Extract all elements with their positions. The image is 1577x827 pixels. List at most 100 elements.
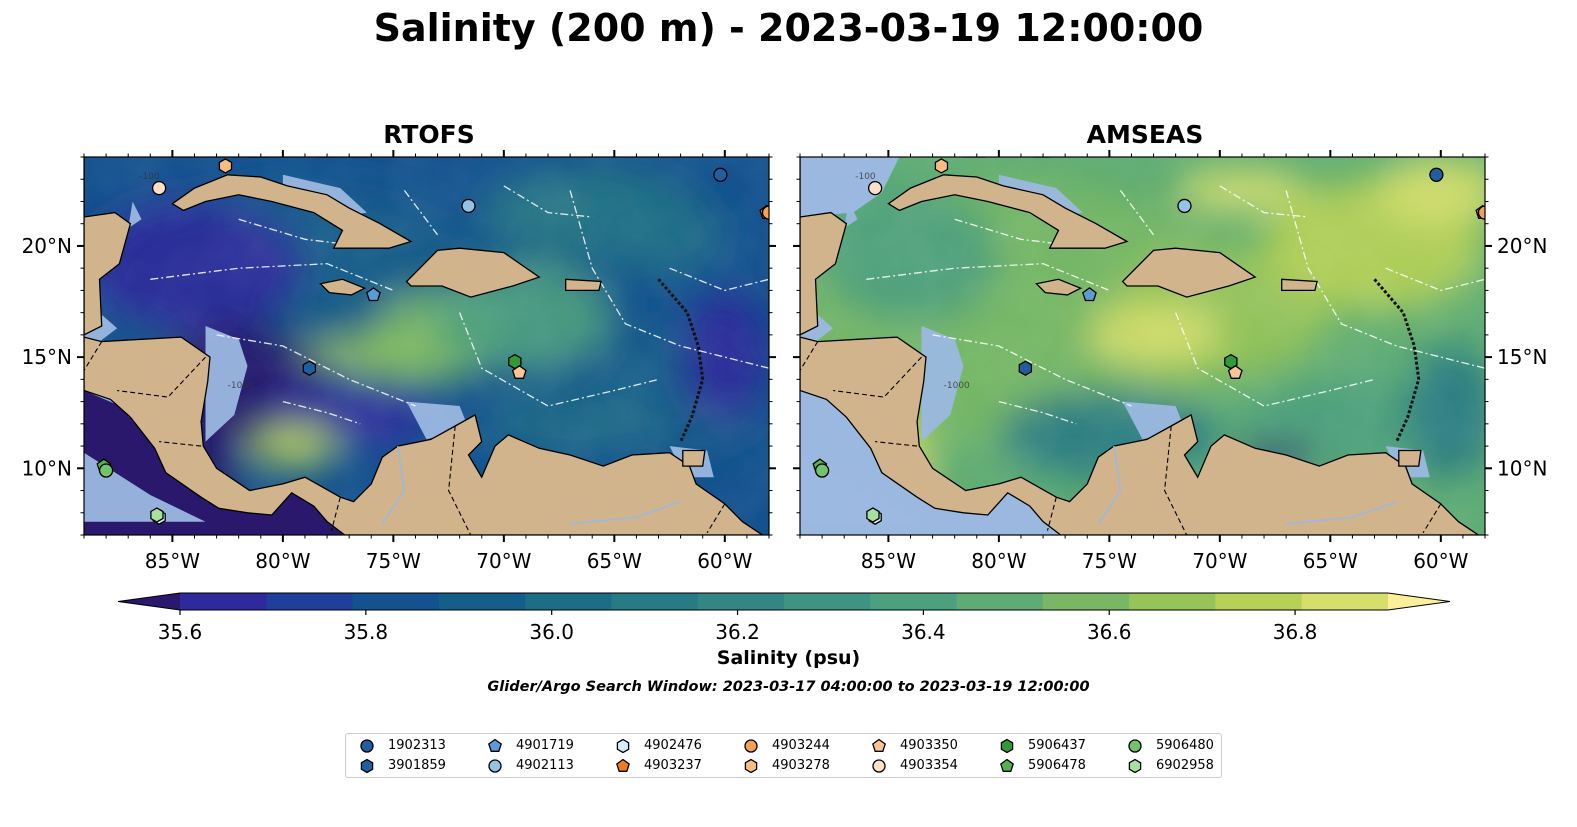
tick-marks bbox=[793, 150, 1492, 542]
legend-marker-4902476 bbox=[616, 738, 630, 754]
legend-label: 4903354 bbox=[900, 758, 958, 773]
panel-title-rtofs: RTOFS bbox=[383, 120, 475, 149]
river bbox=[1286, 500, 1397, 525]
land bbox=[1121, 247, 1257, 298]
land bbox=[1033, 157, 1051, 158]
eez-boundary bbox=[150, 263, 394, 292]
national-border bbox=[875, 441, 918, 447]
colorbar-segment bbox=[784, 593, 871, 610]
marker-4901719 bbox=[1082, 287, 1097, 302]
marker-4901719 bbox=[366, 287, 381, 302]
marker-1902313 bbox=[1429, 167, 1444, 182]
land bbox=[319, 278, 367, 296]
eez-boundary bbox=[1119, 190, 1155, 236]
land bbox=[682, 449, 706, 467]
river bbox=[1097, 445, 1122, 525]
marker-5906437 bbox=[1224, 353, 1238, 370]
lat-tick-label: 20°N bbox=[1497, 234, 1547, 258]
legend-label: 3901859 bbox=[388, 758, 446, 773]
eez-boundary bbox=[569, 190, 769, 369]
legend-label: 4903237 bbox=[644, 758, 702, 773]
eez-boundary bbox=[954, 218, 1077, 247]
legend-marker-icon bbox=[744, 739, 758, 753]
land bbox=[800, 157, 848, 336]
marker-4903354 bbox=[867, 180, 883, 196]
legend-label: 4902113 bbox=[516, 758, 574, 773]
tick-marks bbox=[77, 150, 776, 542]
legend-marker-icon bbox=[616, 758, 630, 772]
colorbar: 35.6 35.8 36.0 36.2 36.4 36.6 36.8 bbox=[117, 592, 1451, 644]
land bbox=[405, 247, 541, 298]
map-panel-amseas: -100-100-100085°W80°W75°W70°W65°W60°W20°… bbox=[793, 150, 1547, 573]
lesser-antilles bbox=[657, 278, 705, 443]
colorbar-segment bbox=[697, 593, 785, 610]
legend-marker-5906478 bbox=[1000, 758, 1014, 772]
national-border bbox=[1046, 497, 1057, 531]
legend-marker-icon bbox=[360, 758, 374, 774]
legend-marker-icon bbox=[1128, 739, 1142, 753]
shelf-area bbox=[128, 201, 142, 229]
colorbar-extend-high bbox=[1388, 593, 1450, 610]
gulf-of-mexico bbox=[800, 157, 900, 217]
eez-boundary bbox=[932, 334, 1132, 407]
legend-marker-icon bbox=[360, 739, 374, 753]
legend-marker-5906480 bbox=[1128, 739, 1142, 753]
marker-4903350 bbox=[511, 364, 527, 379]
legend-marker-1902313 bbox=[360, 739, 374, 753]
national-border bbox=[833, 356, 922, 398]
lat-tick-label: 15°N bbox=[1497, 345, 1547, 369]
marker-3901859 bbox=[302, 360, 317, 376]
lon-tick-label: 65°W bbox=[1303, 549, 1358, 573]
contour-label: -100 bbox=[855, 172, 876, 182]
legend-marker-icon bbox=[872, 759, 886, 773]
marker-3901859 bbox=[1018, 360, 1033, 376]
legend-label: 5906480 bbox=[1156, 738, 1214, 753]
national-border bbox=[1164, 425, 1188, 535]
national-border bbox=[159, 441, 202, 447]
legend-marker-6902958 bbox=[1128, 758, 1142, 774]
contour-label: -100 bbox=[139, 172, 160, 182]
lon-tick-label: 85°W bbox=[145, 549, 200, 573]
eez-boundary bbox=[403, 190, 439, 236]
contour-label: -1000 bbox=[944, 381, 970, 391]
lat-tick-label: 10°N bbox=[1497, 456, 1547, 480]
marker-5906437 bbox=[508, 353, 522, 370]
contour-label: -1000 bbox=[228, 381, 254, 391]
shelf-area bbox=[84, 452, 206, 522]
marker-4903350 bbox=[1227, 364, 1243, 379]
shelf-area bbox=[844, 201, 858, 229]
lon-tick-label: 65°W bbox=[587, 549, 642, 573]
legend-marker-3901859 bbox=[360, 758, 374, 774]
colorbar-segment bbox=[611, 593, 699, 610]
eez-boundary bbox=[1385, 267, 1485, 292]
marker-4902113 bbox=[461, 198, 476, 214]
eez-boundary bbox=[503, 185, 593, 218]
land bbox=[317, 157, 335, 158]
legend-label: 4903278 bbox=[772, 758, 830, 773]
shelf-area bbox=[205, 326, 248, 442]
land bbox=[565, 278, 602, 292]
national-border bbox=[117, 356, 206, 398]
colorbar-tick-label: 36.2 bbox=[715, 620, 760, 644]
legend: 1902313 3901859 4901719 4902113 4902476 49032… bbox=[345, 733, 1222, 778]
national-border bbox=[800, 341, 819, 371]
river bbox=[570, 500, 681, 525]
land bbox=[84, 157, 132, 336]
lat-tick-label: 20°N bbox=[22, 234, 72, 258]
marker-5906480 bbox=[98, 463, 114, 478]
eez-boundary bbox=[998, 400, 1077, 425]
colorbar-segment bbox=[1129, 593, 1216, 610]
marker-6902958 bbox=[866, 507, 880, 523]
marker-1902313 bbox=[713, 167, 728, 182]
lon-tick-label: 70°W bbox=[476, 549, 531, 573]
eez-boundary bbox=[669, 267, 769, 292]
legend-label: 5906437 bbox=[1028, 738, 1086, 753]
legend-marker-4903354 bbox=[872, 759, 886, 773]
lon-tick-label: 75°W bbox=[366, 549, 421, 573]
colorbar-tick-label: 36.8 bbox=[1273, 620, 1318, 644]
legend-marker-icon bbox=[488, 759, 502, 773]
legend-marker-4903350 bbox=[872, 738, 886, 752]
lon-tick-label: 60°W bbox=[1413, 549, 1468, 573]
legend-marker-icon bbox=[616, 738, 630, 754]
